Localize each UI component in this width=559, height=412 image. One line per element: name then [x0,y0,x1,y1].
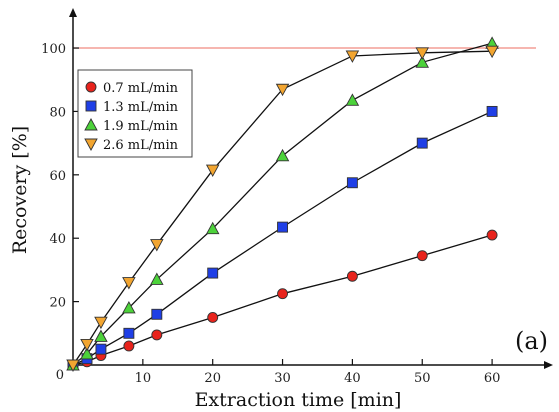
data-point [486,105,498,117]
y-tick-label: 20 [49,296,66,311]
data-point [485,45,499,59]
legend-label: 1.9 mL/min [103,119,179,134]
series-markers [66,36,499,372]
origin-label: 0 [56,368,64,383]
data-point [345,50,360,63]
data-point [94,329,108,342]
series-lines [72,42,493,366]
y-tick-label: 60 [49,169,66,184]
data-point [415,47,430,60]
data-point [123,340,135,352]
data-point [277,221,288,233]
legend-label: 1.3 mL/min [103,100,179,115]
legend-box [77,69,193,158]
data-point [80,346,94,360]
legend-marker [85,100,97,112]
axis-ticks: 10 20 30 40 50 60 20 40 60 80 100 0 [41,42,500,386]
data-point [205,164,220,178]
x-tick-label: 20 [204,371,221,386]
panel-label: (a) [515,327,548,355]
series-line-1 [72,110,493,366]
x-tick-label: 30 [274,371,291,386]
series-line-2 [72,42,493,366]
legend-marker [84,138,98,151]
series-line-0 [72,234,493,366]
data-point [415,55,430,68]
x-tick-label: 60 [484,371,501,386]
data-point [207,267,219,279]
x-tick-label: 40 [344,371,361,386]
data-point [151,308,163,320]
legend-marker [85,81,97,93]
data-point [346,177,358,189]
data-point [123,327,135,339]
data-point [95,343,107,355]
x-tick-label: 10 [135,371,152,386]
legend-label: 2.6 mL/min [103,138,179,153]
data-point [151,329,163,341]
legend-label: 0.7 mL/min [103,81,179,96]
x-axis-label: Extraction time [min] [195,389,402,411]
legend-marker [84,118,98,131]
data-point [277,288,288,300]
data-point [150,272,164,285]
data-point [486,229,498,241]
data-point [66,359,80,372]
y-tick-label: 40 [49,232,66,247]
data-point [122,277,136,290]
y-tick-label: 80 [49,105,66,120]
data-point [205,221,220,235]
legend: 0.7 mL/min 1.3 mL/min 1.9 mL/min 2.6 mL/min [77,69,193,158]
data-point [275,148,290,162]
data-point [346,270,358,282]
data-point [150,239,164,252]
data-point [94,316,108,330]
data-point [416,250,428,262]
data-point [122,301,136,314]
data-point [416,137,428,149]
data-point [207,312,219,323]
series-line-3 [72,50,493,366]
data-point [275,83,290,97]
y-axis-label: Recovery [%] [9,126,31,254]
data-point [80,338,94,352]
y-tick-label: 100 [41,42,66,57]
data-point [345,93,360,106]
x-tick-label: 50 [414,371,431,386]
